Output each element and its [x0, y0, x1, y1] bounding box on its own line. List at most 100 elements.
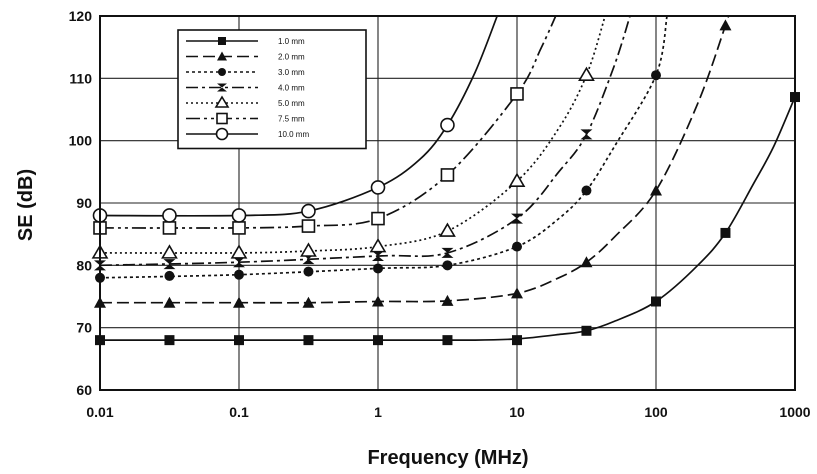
legend-label: 1.0 mm: [278, 37, 305, 46]
data-point: [651, 296, 661, 307]
data-point: [162, 208, 177, 223]
y-tick-label: 70: [76, 320, 92, 336]
legend-label: 3.0 mm: [278, 68, 305, 77]
data-point: [163, 259, 176, 270]
data-point: [301, 203, 316, 219]
y-tick-label: 80: [76, 257, 92, 273]
data-point: [441, 247, 454, 258]
data-point: [442, 260, 453, 271]
y-tick-label: 100: [69, 133, 93, 149]
data-point: [234, 335, 244, 346]
data-point: [230, 244, 248, 259]
legend-label: 4.0 mm: [278, 84, 305, 93]
x-tick-label: 100: [644, 404, 668, 420]
data-point: [303, 335, 314, 346]
x-axis-title: Frequency (MHz): [367, 447, 528, 469]
data-point: [234, 269, 244, 280]
data-point: [580, 256, 593, 268]
series-5-0-mm: [91, 16, 606, 259]
data-point: [214, 95, 230, 108]
data-point: [441, 294, 454, 306]
y-tick-label: 120: [69, 8, 93, 24]
series-4-0-mm: [94, 16, 631, 271]
series-10-0-mm: [92, 16, 498, 223]
data-point: [439, 222, 456, 237]
data-point: [511, 213, 523, 224]
data-point: [720, 227, 731, 238]
data-point: [233, 257, 245, 268]
data-point: [578, 66, 595, 82]
data-point: [512, 335, 522, 346]
legend-entry: 3.0 mm: [186, 68, 305, 77]
legend-label: 5.0 mm: [278, 99, 305, 108]
data-point: [94, 260, 106, 271]
data-point: [512, 241, 522, 252]
y-tick-label: 60: [76, 382, 92, 398]
legend-entry: 4.0 mm: [186, 83, 305, 93]
data-point: [440, 117, 455, 133]
data-point: [371, 211, 385, 226]
legend-box: [177, 29, 367, 150]
data-point: [581, 185, 592, 196]
x-tick-label: 0.1: [229, 404, 249, 420]
x-tick-label: 10: [509, 404, 525, 420]
data-point: [164, 335, 175, 346]
series-3-0-mm: [95, 16, 668, 283]
data-point: [581, 325, 592, 336]
data-point: [440, 168, 455, 182]
y-axis-title: SE (dB): [15, 169, 37, 241]
data-point: [232, 221, 246, 235]
legend-entry: 7.5 mm: [186, 112, 305, 125]
data-point: [217, 83, 227, 92]
data-point: [164, 270, 175, 281]
legend: 1.0 mm 2.0 mm 3.0 mm 4.0 mm 5.0 mm 7.5 mm 10.0…: [177, 29, 367, 150]
data-point: [216, 112, 228, 125]
legend-entry: 1.0 mm: [186, 37, 305, 46]
data-point: [508, 172, 526, 187]
data-point: [161, 244, 178, 259]
data-point: [163, 296, 176, 308]
data-point: [300, 242, 317, 257]
data-point: [373, 263, 383, 274]
x-tick-label: 1: [374, 404, 382, 420]
data-point: [442, 335, 453, 346]
data-point: [372, 250, 384, 261]
x-tick-label: 1000: [779, 404, 810, 420]
data-point: [369, 238, 387, 253]
data-point: [231, 208, 247, 223]
data-point: [719, 19, 732, 31]
data-point: [301, 219, 316, 233]
x-tick-label: 0.01: [86, 404, 113, 420]
legend-entry: 10.0 mm: [186, 127, 309, 141]
data-point: [651, 70, 661, 81]
series-line: [100, 16, 730, 304]
data-point: [511, 287, 523, 299]
data-point: [217, 51, 227, 61]
data-point: [650, 184, 662, 196]
data-point: [303, 266, 314, 277]
data-point: [370, 180, 386, 195]
data-point: [302, 296, 315, 308]
legend-label: 7.5 mm: [278, 115, 305, 124]
data-point: [510, 87, 524, 101]
legend-entry: 5.0 mm: [186, 95, 305, 108]
data-point: [233, 296, 245, 308]
data-point: [218, 68, 226, 76]
legend-label: 10.0 mm: [278, 130, 309, 139]
series-line: [100, 16, 606, 254]
data-point: [372, 295, 384, 307]
y-tick-label: 90: [76, 195, 92, 211]
data-point: [580, 129, 593, 140]
y-tick-label: 110: [69, 70, 92, 86]
data-point: [162, 221, 177, 235]
series-line: [100, 16, 631, 267]
data-point: [215, 127, 229, 141]
series-line: [100, 16, 668, 279]
plot-frame: [99, 15, 796, 391]
data-point: [373, 335, 383, 346]
series-2-0-mm: [94, 16, 732, 308]
legend-label: 2.0 mm: [278, 53, 305, 62]
